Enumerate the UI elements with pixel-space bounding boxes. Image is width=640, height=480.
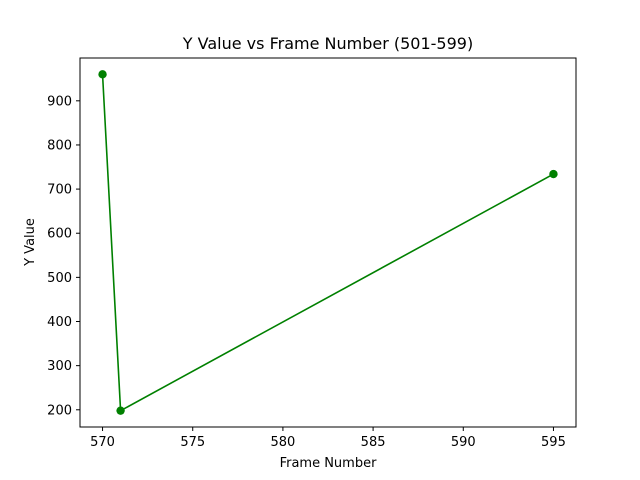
y-tick-label: 600 (47, 227, 72, 242)
x-tick-label: 590 (451, 435, 476, 450)
x-tick-label: 575 (180, 435, 205, 450)
y-tick-label: 900 (47, 94, 72, 109)
y-tick-label: 400 (47, 315, 72, 330)
y-tick-label: 300 (47, 359, 72, 374)
chart-title: Y Value vs Frame Number (501-599) (182, 34, 473, 53)
data-point (549, 169, 558, 179)
y-tick-label: 800 (47, 138, 72, 153)
x-tick-label: 585 (361, 435, 386, 450)
x-tick-label: 580 (270, 435, 295, 450)
y-axis-label: Y Value (23, 218, 38, 267)
y-axis: 200 300 400 500 600 700 800 900 (47, 94, 80, 418)
series-layer (98, 70, 558, 415)
x-tick-label: 570 (90, 435, 115, 450)
x-axis-label: Frame Number (280, 456, 378, 471)
x-axis: 570 575 580 585 590 595 (90, 427, 566, 450)
y-tick-label: 200 (47, 403, 72, 418)
data-point (116, 406, 125, 415)
data-point (98, 70, 107, 79)
x-tick-label: 595 (541, 435, 566, 450)
y-tick-label: 500 (47, 271, 72, 286)
plot-area-frame (79, 57, 577, 428)
series-line (101, 74, 554, 412)
y-tick-label: 700 (47, 183, 72, 198)
